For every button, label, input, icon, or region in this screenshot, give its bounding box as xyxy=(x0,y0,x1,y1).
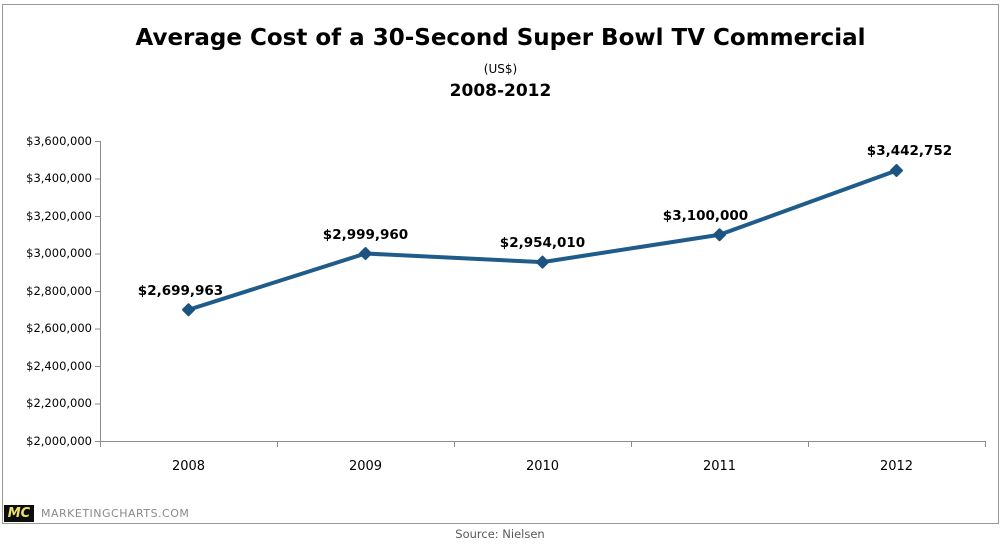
chart-title: Average Cost of a 30-Second Super Bowl T… xyxy=(135,25,866,51)
y-axis-tick-label: $2,400,000 xyxy=(26,358,92,373)
x-axis-tick-label: 2008 xyxy=(171,459,206,474)
y-axis-tick-label: $3,000,000 xyxy=(26,246,92,260)
y-axis-tick-label: $3,400,000 xyxy=(26,171,92,185)
data-point-label-2008: $2,699,963 xyxy=(137,282,224,299)
chart-subtitle-period: 2008-2012 xyxy=(449,81,552,101)
source-note: Source: Nielsen xyxy=(455,527,545,541)
chart-subtitle-units: (US$) xyxy=(483,62,518,76)
chart-frame: Average Cost of a 30-Second Super Bowl T… xyxy=(2,4,999,524)
x-axis-tick-label: 2010 xyxy=(525,459,560,474)
data-point-label-2012: $3,442,752 xyxy=(866,143,953,160)
y-axis-tick-label: $2,800,000 xyxy=(26,283,92,298)
y-axis-tick-label: $2,200,000 xyxy=(26,396,92,410)
data-point-label-2009: $2,999,960 xyxy=(322,226,409,243)
y-axis-tick-label: $3,600,000 xyxy=(26,133,92,148)
x-axis-tick-label: 2012 xyxy=(879,459,914,474)
y-axis-tick-label: $3,200,000 xyxy=(26,208,92,223)
y-axis-tick-label: $2,600,000 xyxy=(26,321,92,335)
brand-logo: MC MARKETINGCHARTS.COM xyxy=(4,505,189,522)
brand-mc-badge-icon: MC xyxy=(4,505,34,522)
data-point-label-2011: $3,100,000 xyxy=(662,207,749,224)
x-axis-tick-label: 2011 xyxy=(702,459,737,474)
x-axis-tick-label: 2009 xyxy=(348,459,383,474)
data-point-label-2010: $2,954,010 xyxy=(499,235,586,252)
brand-name: MARKETINGCHARTS.COM xyxy=(41,507,190,520)
y-axis-tick-label: $2,000,000 xyxy=(26,433,92,448)
